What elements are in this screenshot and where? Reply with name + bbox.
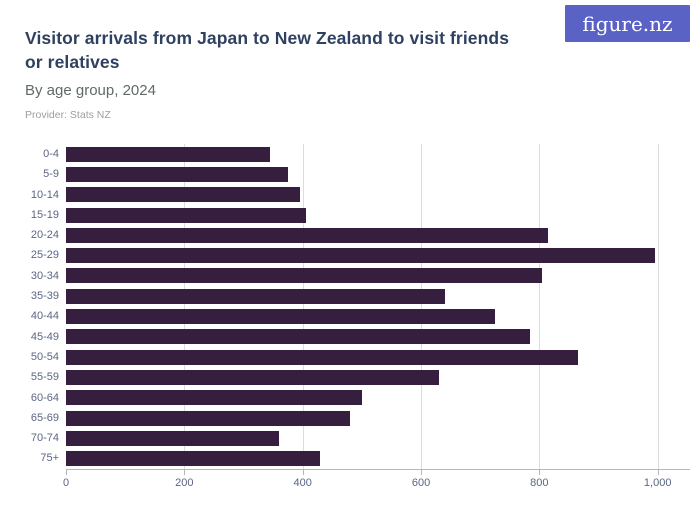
x-axis-label: 800 bbox=[530, 476, 549, 489]
y-axis-label: 35-39 bbox=[30, 290, 59, 303]
y-axis-label: 60-64 bbox=[30, 391, 59, 404]
x-axis-label: 0 bbox=[62, 476, 70, 489]
bar bbox=[66, 451, 321, 467]
bar-row bbox=[66, 225, 690, 245]
y-axis-labels: 0-4 5-9 10-14 15-19 20-24 25-29 30-34 35-39 40-4… bbox=[0, 144, 66, 469]
y-axis-label: 0-4 bbox=[43, 148, 59, 160]
x-axis-label: 200 bbox=[175, 476, 194, 489]
axis-tick bbox=[184, 469, 186, 475]
y-axis-label: 70-74 bbox=[30, 432, 59, 445]
bar bbox=[66, 207, 306, 223]
bar bbox=[66, 369, 439, 385]
x-axis-label: 400 bbox=[293, 476, 312, 489]
gridline bbox=[421, 144, 423, 469]
bar bbox=[66, 268, 543, 284]
chart-header: Visitor arrivals from Japan to New Zeala… bbox=[0, 0, 700, 121]
x-axis: 0 200 400 600 800 1,000 bbox=[62, 468, 690, 496]
bar-row bbox=[66, 388, 690, 408]
bar-row bbox=[66, 347, 690, 367]
y-axis-label: 45-49 bbox=[30, 330, 59, 343]
axis-tick bbox=[421, 469, 423, 475]
bar-row bbox=[66, 286, 690, 306]
page-title: Visitor arrivals from Japan to New Zeala… bbox=[25, 28, 510, 72]
provider-note: Provider: Stats NZ bbox=[25, 109, 111, 121]
gridline bbox=[302, 144, 304, 469]
axis-tick bbox=[66, 469, 67, 475]
bar bbox=[66, 430, 279, 446]
y-axis-label: 55-59 bbox=[30, 371, 59, 384]
bar bbox=[66, 187, 300, 203]
bar-row bbox=[66, 408, 690, 428]
bar bbox=[66, 227, 549, 243]
bar bbox=[66, 166, 288, 182]
bar bbox=[66, 309, 495, 325]
bar bbox=[66, 146, 271, 162]
bar bbox=[66, 248, 655, 264]
bar-row bbox=[66, 245, 690, 265]
plot-area bbox=[66, 144, 690, 469]
y-axis-label: 65-69 bbox=[30, 411, 59, 424]
bar bbox=[66, 349, 578, 365]
chart-subtitle: By age group, 2024 bbox=[25, 82, 156, 99]
bar-row bbox=[66, 428, 690, 448]
figure-nz-logo-text: figure.nz bbox=[582, 11, 673, 36]
y-axis-label: 15-19 bbox=[30, 208, 59, 221]
bar-row bbox=[66, 185, 690, 205]
gridline bbox=[539, 144, 541, 469]
bar bbox=[66, 390, 362, 406]
bar bbox=[66, 329, 531, 345]
bar-row bbox=[66, 448, 690, 468]
bars-container bbox=[66, 144, 690, 469]
x-axis-label: 600 bbox=[411, 476, 431, 489]
bar bbox=[66, 288, 445, 304]
y-axis-label: 40-44 bbox=[30, 310, 59, 323]
bar-row bbox=[66, 205, 690, 225]
bar-row bbox=[66, 367, 690, 387]
y-axis-label: 10-14 bbox=[30, 188, 59, 201]
bar-row bbox=[66, 327, 690, 347]
bar-chart: 0-4 5-9 10-14 15-19 20-24 25-29 30-34 35-39 40-4… bbox=[0, 144, 700, 469]
y-axis-label: 75+ bbox=[40, 452, 59, 465]
axis-tick bbox=[302, 469, 304, 475]
x-axis-label: 1,000 bbox=[643, 476, 672, 489]
y-axis-label: 25-29 bbox=[30, 249, 59, 262]
y-axis-label: 50-54 bbox=[30, 350, 59, 363]
y-axis-label: 5-9 bbox=[43, 168, 59, 181]
y-axis-label: 20-24 bbox=[30, 229, 59, 242]
bar-row bbox=[66, 164, 690, 184]
y-axis-label: 30-34 bbox=[30, 269, 59, 282]
axis-tick bbox=[539, 469, 541, 475]
bar bbox=[66, 410, 351, 426]
bar-row bbox=[66, 306, 690, 326]
gridline bbox=[657, 144, 659, 469]
axis-tick bbox=[657, 469, 659, 475]
bar-row bbox=[66, 266, 690, 286]
bar-row bbox=[66, 144, 690, 164]
figure-nz-logo[interactable]: figure.nz bbox=[565, 5, 690, 42]
gridline bbox=[184, 144, 186, 469]
